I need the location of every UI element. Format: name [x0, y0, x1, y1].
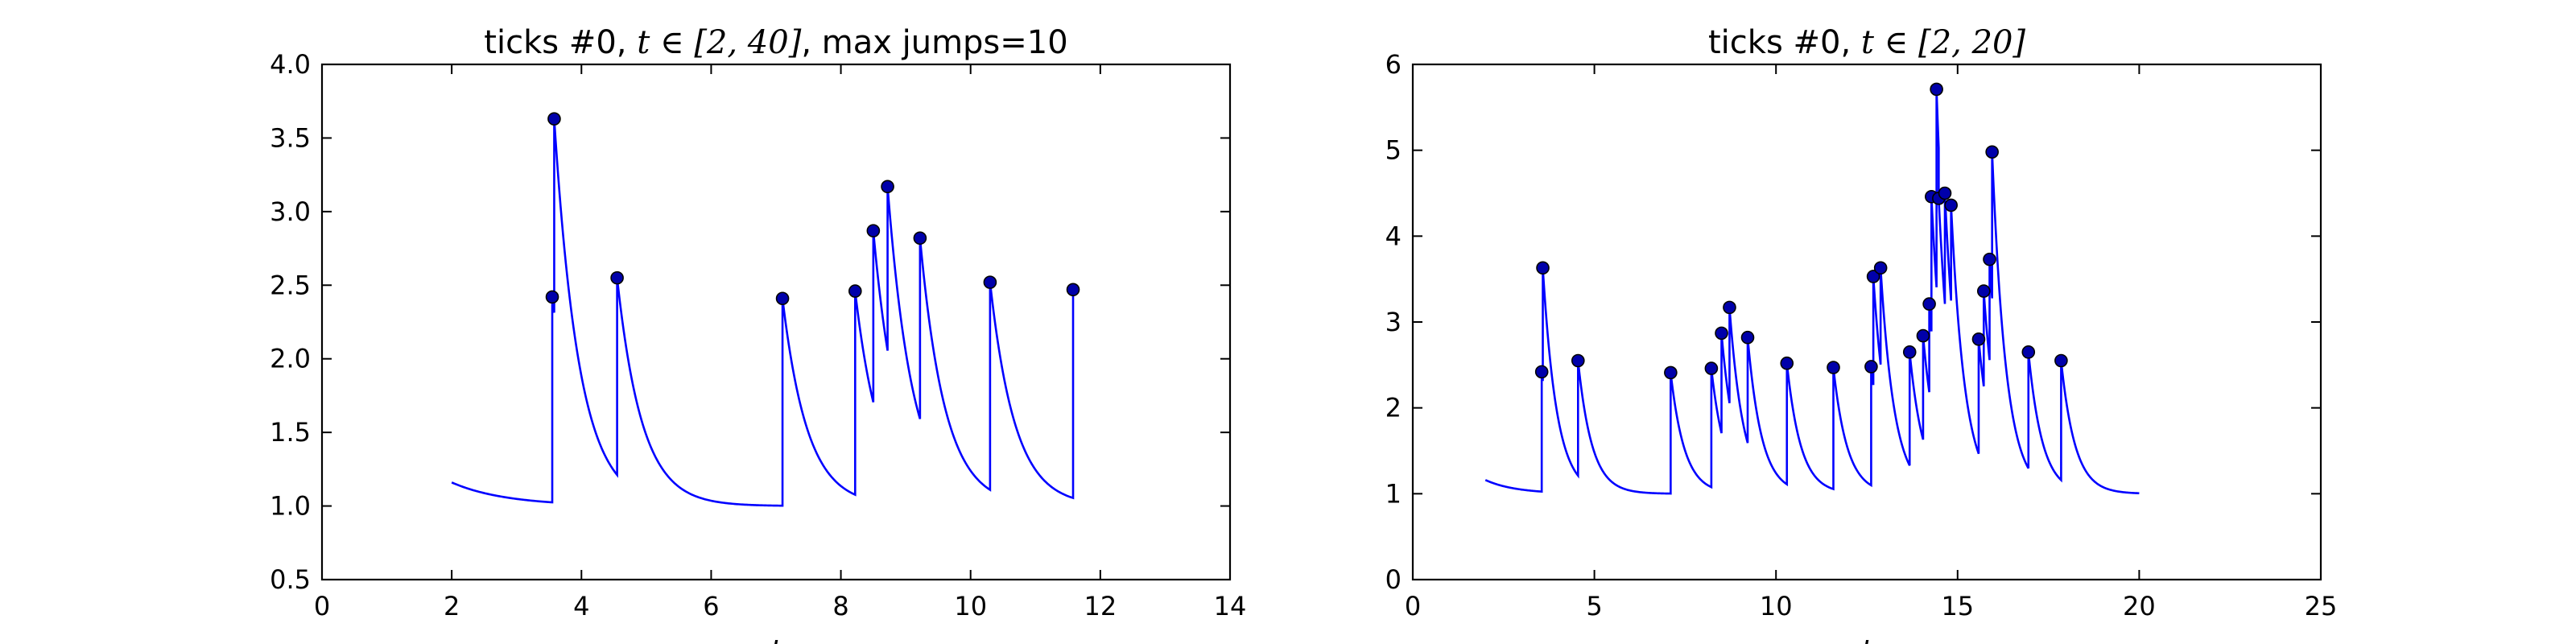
chart-left-title-math: t ∈ [2, 40]: [637, 24, 801, 61]
chart-left-y-tick-label: 1.0: [270, 491, 311, 522]
chart-right-jump-point: [1723, 300, 1736, 315]
chart-right-axes-frame: [1411, 63, 2322, 581]
chart-right-jump-point: [1536, 261, 1550, 275]
chart-right-x-tick-label: 5: [1586, 591, 1602, 621]
chart-right-jump-point: [1916, 328, 1930, 343]
chart-right-jump-point: [1864, 360, 1878, 374]
chart-left-series-line: [451, 118, 1075, 507]
chart-right-jump-point: [1983, 252, 1996, 266]
chart-right-jump-point: [1571, 353, 1585, 368]
chart-left-jump-point: [881, 180, 894, 194]
chart-left-title-pre: ticks #0,: [484, 24, 637, 61]
chart-right-y-tick-label: 6: [1385, 49, 1402, 80]
chart-left-x-tick-label: 8: [832, 591, 848, 621]
chart-right-x-tick-label: 25: [2305, 591, 2338, 621]
chart-left-jump-point: [913, 231, 927, 246]
chart-right-y-tick-label: 4: [1385, 221, 1402, 251]
chart-right-title-pre: ticks #0,: [1708, 24, 1861, 61]
chart-right-jump-point: [1740, 330, 1755, 345]
chart-left-y-tick-label: 4.0: [270, 49, 311, 80]
chart-right-jump-point: [1976, 284, 1991, 298]
chart-right-jump-point: [2021, 345, 2036, 359]
chart-right-x-tick-label: 20: [2123, 591, 2156, 621]
chart-right-jump-point: [1866, 270, 1880, 283]
chart-left-jump-point: [545, 290, 559, 304]
chart-right-series-line: [1484, 89, 2140, 495]
chart-right-jump-point: [2054, 353, 2068, 368]
chart-left-y-tick-label: 0.5: [270, 564, 311, 595]
chart-left-title: ticks #0, t ∈ [2, 40], max jumps=10: [484, 24, 1067, 61]
chart-left-jump-point: [983, 275, 997, 289]
chart-left-y-tick-label: 2.5: [270, 270, 311, 300]
chart-right-jump-point: [1704, 361, 1719, 375]
chart-left-jump-point: [866, 224, 881, 237]
chart-right-jump-point: [1780, 356, 1794, 370]
chart-left-plot-area: 0 2 4 6 8 10 12 14 0.5 1.0 1.5 2.0 2.5 3.0 3.5 4.0: [270, 49, 1246, 621]
chart-left-x-tick-label: 12: [1084, 591, 1117, 621]
chart-left-x-tick-label: 14: [1214, 591, 1247, 621]
chart-left-x-axis-label: t: [770, 634, 782, 644]
chart-left-y-tick-label: 3.0: [270, 196, 311, 227]
chart-left-y-tick-label: 3.5: [270, 122, 311, 153]
chart-right-jump-point: [1930, 82, 1943, 97]
chart-left: ticks #0, t ∈ [2, 40], max jumps=10 0 2 4 6…: [270, 24, 1246, 644]
chart-right-jump-point: [1827, 361, 1840, 374]
chart-right-title-math: t ∈ [2, 20]: [1861, 24, 2025, 61]
chart-left-jump-point: [848, 284, 862, 298]
chart-left-axes-frame: [320, 63, 1232, 581]
chart-right-jump-point: [1873, 261, 1888, 275]
chart-right-jump-point: [1534, 365, 1549, 379]
chart-right-jump-point: [1938, 186, 1952, 200]
chart-right-jump-point: [1985, 145, 1999, 159]
chart-right: ticks #0, t ∈ [2, 20] 0 5 10 15 20 250123456 …: [1385, 24, 2338, 644]
chart-right-y-tick-label: 0: [1385, 564, 1402, 595]
chart-left-x-tick-label: 6: [703, 591, 719, 621]
chart-right-y-tick-label: 5: [1385, 135, 1402, 166]
chart-right-jump-point: [1944, 198, 1958, 213]
chart-right-jump-point: [1971, 332, 1986, 346]
chart-right-x-tick-label: 15: [1941, 591, 1974, 621]
chart-right-y-tick-label: 3: [1385, 307, 1402, 337]
chart-right-x-tick-label: 10: [1760, 591, 1793, 621]
chart-right-jump-point: [1922, 297, 1936, 311]
chart-left-x-tick-label: 10: [954, 591, 987, 621]
chart-left-y-tick-label: 2.0: [270, 344, 311, 374]
chart-right-title: ticks #0, t ∈ [2, 20]: [1708, 24, 2025, 61]
chart-right-x-axis-label: t: [1861, 634, 1873, 644]
chart-left-x-tick-label: 0: [314, 591, 330, 621]
chart-left-x-tick-label: 4: [573, 591, 589, 621]
chart-right-jump-point: [1715, 326, 1728, 341]
chart-left-jump-point: [775, 291, 790, 306]
chart-right-x-tick-label: 0: [1405, 591, 1421, 621]
chart-left-jump-point: [1066, 283, 1080, 297]
chart-left-y-tick-label: 1.5: [270, 417, 311, 448]
chart-left-jump-point: [610, 270, 624, 285]
chart-left-x-tick-label: 2: [444, 591, 460, 621]
chart-right-plot-area: 0 5 10 15 20 25 0 1 2 3 4 5 6: [1385, 49, 2338, 621]
chart-left-jump-point: [547, 112, 561, 126]
chart-right-y-tick-label: 1: [1385, 478, 1402, 509]
chart-right-y-tick-label: 2: [1385, 393, 1402, 423]
chart-right-jump-point: [1902, 345, 1917, 359]
chart-left-title-post: , max jumps=10: [801, 24, 1067, 61]
chart-right-jump-point: [1664, 365, 1678, 380]
